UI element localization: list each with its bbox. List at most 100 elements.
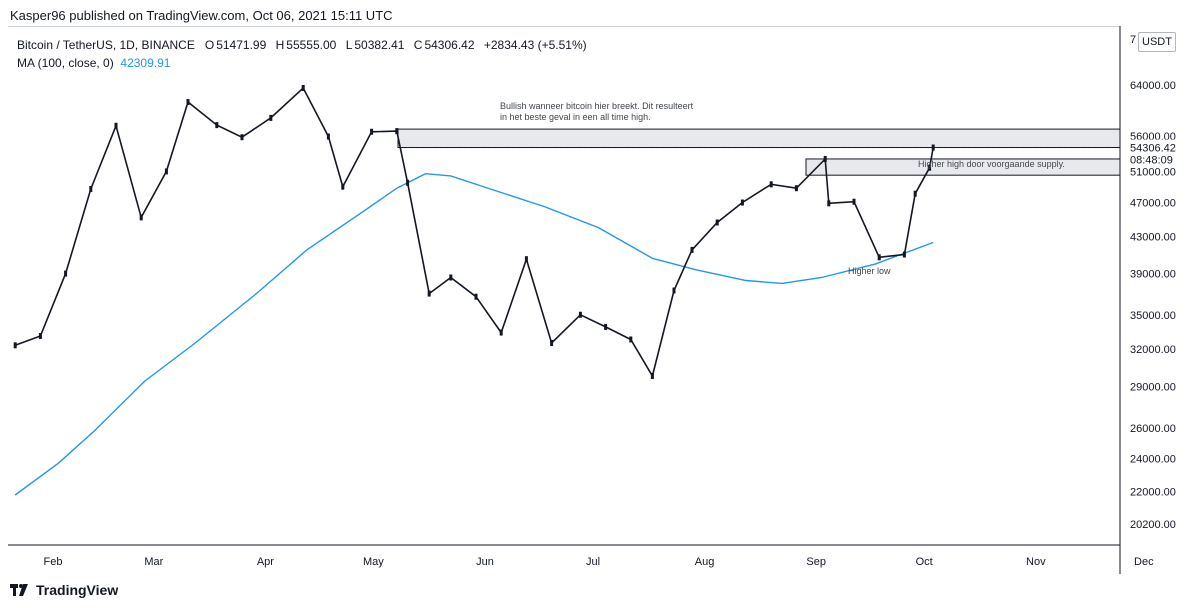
open-label: O xyxy=(204,38,215,52)
time-tag-label: 08:48:09 xyxy=(1130,155,1173,167)
price-tag-bg xyxy=(1121,139,1199,166)
price-tick-label: 51000.00 xyxy=(1130,166,1176,178)
price-point xyxy=(877,254,881,261)
price-point xyxy=(370,128,374,135)
price-point xyxy=(740,199,744,206)
annotation-text: Higher high door voorgaande supply. xyxy=(918,159,1065,169)
price-point xyxy=(186,99,190,106)
annotation-text: in het beste geval in een all time high. xyxy=(500,112,651,122)
price-point xyxy=(240,134,244,141)
annotation-text: Bullish wanneer bitcoin hier breekt. Dit… xyxy=(500,101,694,111)
time-tick-label: Jun xyxy=(476,556,494,568)
price-point xyxy=(326,133,330,140)
ma-line xyxy=(14,172,934,496)
ma-row: MA (100, close, 0) 42309.91 xyxy=(17,54,587,72)
symbol-row: Bitcoin / TetherUS, 1D, BINANCE O 51471.9… xyxy=(17,36,587,54)
brand-name: TradingView xyxy=(36,582,119,598)
time-tick-label: Oct xyxy=(916,556,933,568)
time-tick-label: May xyxy=(363,556,384,568)
price-point xyxy=(913,190,917,197)
price-tick-label: 26000.00 xyxy=(1130,423,1176,435)
price-tick-label: 64000.00 xyxy=(1130,80,1176,92)
price-tag-label: 54306.42 xyxy=(1130,143,1176,155)
price-point xyxy=(902,251,906,258)
price-tick-label: 20200.00 xyxy=(1130,519,1176,531)
price-point xyxy=(269,114,273,121)
price-point xyxy=(672,287,676,294)
low-label: L xyxy=(345,38,353,52)
price-point xyxy=(499,329,503,336)
price-point xyxy=(524,256,528,263)
price-point xyxy=(301,84,305,91)
price-point xyxy=(578,311,582,318)
price-point xyxy=(139,214,143,221)
price-tick-label: 22000.00 xyxy=(1130,487,1176,499)
time-tick-label: Aug xyxy=(695,556,715,568)
price-point xyxy=(395,128,399,135)
price-tick-label: 39000.00 xyxy=(1130,269,1176,281)
axes: 64000.0056000.0051000.0047000.0043000.00… xyxy=(8,26,1199,574)
ma-label[interactable]: MA (100, close, 0) xyxy=(17,56,114,70)
time-tick-label: Sep xyxy=(806,556,826,568)
price-point xyxy=(164,168,168,175)
change-value: +2834.43 (+5.51%) xyxy=(483,38,587,52)
high-label: H xyxy=(275,38,285,52)
price-tick-label: 47000.00 xyxy=(1130,198,1176,210)
annotation-text: Higher low xyxy=(848,266,891,276)
price-tick-label: 32000.00 xyxy=(1130,344,1176,356)
high-value: 55555.00 xyxy=(286,38,337,52)
currency-button[interactable]: USDT xyxy=(1138,32,1176,52)
price-series xyxy=(13,84,935,379)
time-tick-label: Jul xyxy=(586,556,600,568)
price-point xyxy=(550,339,554,346)
price-point xyxy=(341,183,345,190)
ma-series xyxy=(14,172,934,496)
price-point xyxy=(89,186,93,193)
time-tick-label: Feb xyxy=(44,556,63,568)
time-tick-label: Apr xyxy=(257,556,274,568)
chart-legend: Bitcoin / TetherUS, 1D, BINANCE O 51471.9… xyxy=(17,36,587,72)
price-point xyxy=(474,293,478,300)
price-tick-label: 43000.00 xyxy=(1130,231,1176,243)
price-point xyxy=(715,219,719,226)
price-point xyxy=(931,144,935,151)
price-tick-label: 7 xyxy=(1130,34,1136,46)
price-point xyxy=(650,372,654,379)
publish-info: Kasper96 published on TradingView.com, O… xyxy=(10,8,393,23)
time-tick-label: Mar xyxy=(144,556,163,568)
price-point xyxy=(629,336,633,343)
price-point xyxy=(823,155,827,162)
time-tick-label: Nov xyxy=(1026,556,1046,568)
price-point xyxy=(427,290,431,297)
price-point xyxy=(794,185,798,192)
supply-zone xyxy=(397,128,1121,149)
ma-value: 42309.91 xyxy=(120,56,171,70)
price-point xyxy=(406,179,410,186)
price-point xyxy=(64,270,68,277)
price-point xyxy=(449,274,453,281)
price-point xyxy=(852,198,856,205)
close-value: 54306.42 xyxy=(424,38,475,52)
price-point xyxy=(13,342,17,349)
price-tick-label: 24000.00 xyxy=(1130,453,1176,465)
tradingview-logo-icon xyxy=(10,584,28,596)
price-point xyxy=(928,164,932,171)
annotations: Bullish wanneer bitcoin hier breekt. Dit… xyxy=(500,101,1065,276)
open-value: 51471.99 xyxy=(216,38,267,52)
chart-frame xyxy=(8,26,1120,545)
price-point xyxy=(690,246,694,253)
price-tick-label: 29000.00 xyxy=(1130,381,1176,393)
low-value: 50382.41 xyxy=(354,38,405,52)
price-point xyxy=(604,323,608,330)
price-point xyxy=(215,122,219,129)
price-point xyxy=(38,333,42,340)
price-tick-label: 35000.00 xyxy=(1130,310,1176,322)
time-tick-label: Dec xyxy=(1134,556,1154,568)
price-chart[interactable]: Bullish wanneer bitcoin hier breekt. Dit… xyxy=(0,0,1200,580)
price-point xyxy=(827,200,831,207)
price-point xyxy=(114,122,118,129)
price-point xyxy=(769,181,773,188)
symbol-name[interactable]: Bitcoin / TetherUS, 1D, BINANCE xyxy=(17,38,195,52)
tradingview-logo: TradingView xyxy=(10,582,118,598)
close-label: C xyxy=(413,38,423,52)
